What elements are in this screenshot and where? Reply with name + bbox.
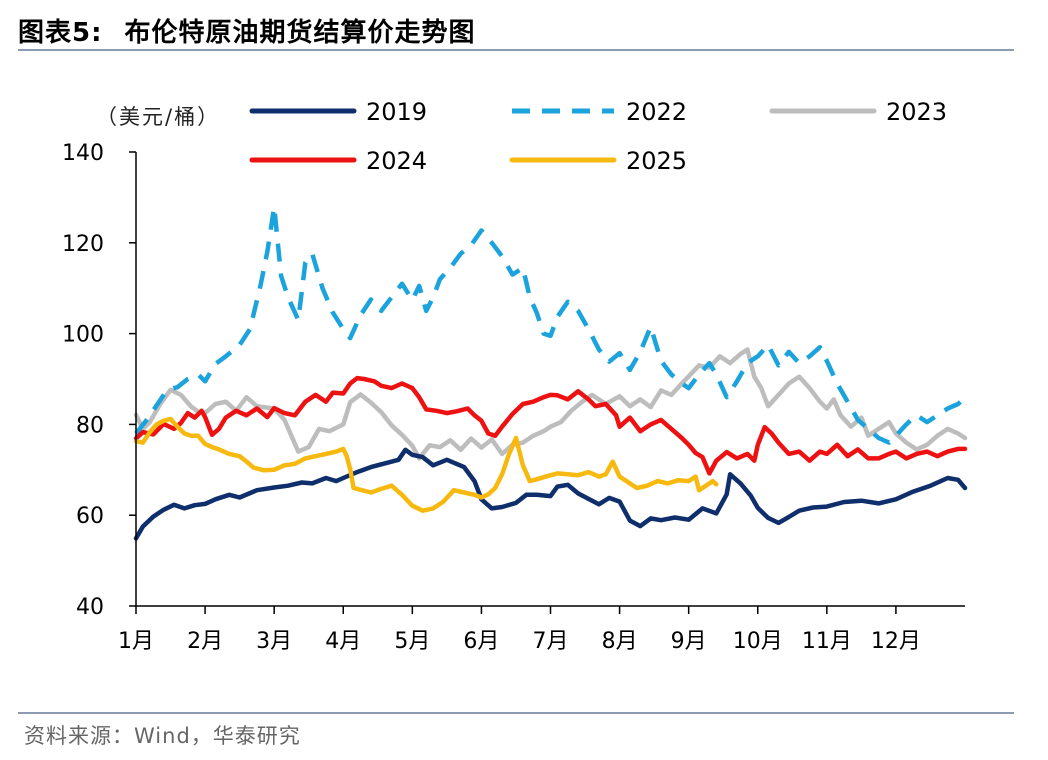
x-tick-label: 6月 — [463, 629, 499, 654]
figure-title-text: 布伦特原油期货结算价走势图 — [124, 18, 476, 48]
figure-title: 图表5: 布伦特原油期货结算价走势图 — [18, 12, 476, 49]
series-line-2025 — [133, 416, 719, 513]
x-tick-label: 8月 — [602, 629, 638, 654]
legend-label-2023: 2023 — [886, 98, 947, 126]
y-axis-unit-label: （美元/桶） — [96, 105, 221, 129]
y-tick-label: 140 — [62, 141, 104, 166]
y-tick-label: 60 — [76, 504, 104, 529]
y-axis-ticks: 40 60 80 100 120 140 — [62, 141, 136, 620]
figure-header: 图表5: 布伦特原油期货结算价走势图 — [0, 0, 1048, 52]
y-tick-label: 40 — [76, 595, 104, 620]
figure-label: 图表5: — [18, 18, 103, 48]
x-tick-label: 9月 — [671, 629, 707, 654]
title-rule — [18, 49, 1014, 51]
x-tick-label: 1月 — [118, 629, 154, 654]
source-rule — [18, 712, 1014, 714]
y-tick-label: 120 — [62, 232, 104, 257]
x-axis-ticks: 1月 2月 3月 4月 5月 6月 7月 8月 9月 10月 11月 12月 — [118, 606, 921, 654]
x-tick-label: 5月 — [394, 629, 430, 654]
source-note: 资料来源：Wind，华泰研究 — [24, 724, 301, 748]
series-line-2023 — [133, 347, 968, 461]
legend-label-2025: 2025 — [626, 147, 687, 175]
legend-label-2022: 2022 — [626, 98, 687, 126]
series-layer — [133, 204, 968, 541]
legend: 2019 2022 2023 2024 2025 — [249, 98, 947, 175]
y-tick-label: 80 — [76, 413, 104, 438]
x-tick-label: 4月 — [325, 629, 361, 654]
series-line-2024 — [133, 375, 968, 476]
x-tick-label: 11月 — [802, 629, 852, 654]
x-tick-label: 2月 — [187, 629, 223, 654]
legend-label-2019: 2019 — [366, 98, 427, 126]
brent-price-chart: 40 60 80 100 120 140 1月 2月 3月 4月 5月 6月 7月 8月 9月 10月 11月… — [62, 98, 968, 654]
x-tick-label: 7月 — [533, 629, 569, 654]
legend-label-2024: 2024 — [366, 147, 427, 175]
y-tick-label: 100 — [62, 323, 104, 348]
x-tick-label: 12月 — [871, 629, 921, 654]
series-line-2019 — [133, 447, 968, 541]
x-tick-label: 3月 — [256, 629, 292, 654]
x-tick-label: 10月 — [733, 629, 783, 654]
